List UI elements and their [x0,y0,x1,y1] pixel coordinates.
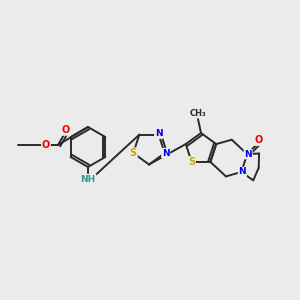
Text: NH: NH [80,175,96,184]
Text: N: N [162,148,169,158]
Text: CH₃: CH₃ [190,109,206,118]
Text: N: N [155,129,163,138]
Text: O: O [42,140,50,150]
Text: N: N [244,150,252,159]
Text: N: N [238,167,246,176]
Text: O: O [62,125,70,135]
Text: S: S [130,148,137,158]
Text: S: S [188,157,195,167]
Text: O: O [254,135,262,145]
